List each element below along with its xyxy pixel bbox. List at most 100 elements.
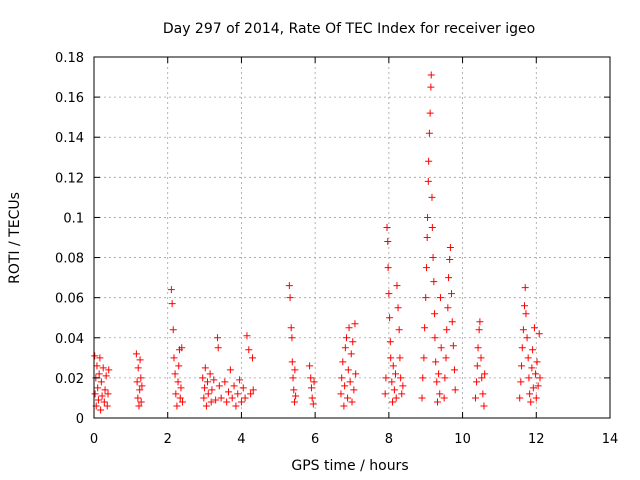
data-point — [533, 358, 541, 366]
data-point — [171, 370, 179, 378]
data-point — [204, 378, 212, 386]
data-point — [215, 382, 223, 390]
data-point — [446, 256, 454, 264]
data-point — [426, 109, 434, 117]
data-point — [534, 382, 542, 390]
data-point — [435, 370, 443, 378]
data-point — [391, 370, 399, 378]
data-point — [337, 390, 345, 398]
data-point — [419, 374, 427, 382]
data-point — [387, 354, 395, 362]
data-point — [93, 362, 101, 370]
data-point — [134, 394, 142, 402]
data-point — [91, 390, 99, 398]
grid — [94, 57, 610, 418]
data-point — [168, 300, 176, 308]
data-point — [230, 382, 238, 390]
data-point — [207, 398, 215, 406]
data-point — [436, 390, 444, 398]
data-point — [536, 374, 544, 382]
data-point — [425, 129, 433, 137]
x-tick-label: 4 — [237, 432, 245, 447]
data-point — [210, 376, 218, 384]
data-point — [289, 374, 297, 382]
data-point — [398, 390, 406, 398]
data-point — [427, 71, 435, 79]
data-point — [94, 396, 102, 404]
data-point — [237, 398, 245, 406]
data-point — [96, 354, 104, 362]
data-point — [173, 402, 181, 410]
data-point — [389, 362, 397, 370]
data-point — [441, 374, 449, 382]
data-point — [213, 334, 221, 342]
data-point — [523, 334, 531, 342]
data-point — [239, 384, 247, 392]
x-tick-label: 10 — [454, 432, 471, 447]
data-point — [170, 354, 178, 362]
data-point — [521, 284, 529, 292]
data-point — [243, 332, 251, 340]
data-point — [383, 223, 391, 231]
data-point — [223, 398, 231, 406]
data-point — [138, 382, 146, 390]
data-point — [395, 326, 403, 334]
data-point — [91, 352, 99, 360]
data-point — [137, 374, 145, 382]
y-tick-label: 0.08 — [55, 252, 84, 267]
data-point — [310, 378, 318, 386]
data-point — [479, 390, 487, 398]
data-point — [346, 378, 354, 386]
data-point — [308, 394, 316, 402]
data-point — [425, 157, 433, 165]
data-point — [394, 304, 402, 312]
data-point — [529, 384, 537, 392]
data-point — [424, 213, 432, 221]
data-point — [338, 374, 346, 382]
data-point — [381, 390, 389, 398]
data-point — [342, 334, 350, 342]
data-point — [245, 346, 253, 354]
data-point — [518, 344, 526, 352]
data-point — [292, 392, 300, 400]
data-point — [427, 83, 435, 91]
data-point — [443, 326, 451, 334]
data-point — [477, 354, 485, 362]
data-point — [169, 326, 177, 334]
data-point — [341, 382, 349, 390]
data-point — [390, 386, 398, 394]
data-point — [385, 290, 393, 298]
y-tick-label: 0.06 — [55, 292, 84, 307]
data-point — [444, 304, 452, 312]
data-point — [344, 366, 352, 374]
data-point — [94, 384, 102, 392]
data-point — [339, 358, 347, 366]
data-point — [524, 354, 532, 362]
y-tick-labels: 0 0.02 0.04 0.06 0.08 0.1 0.12 0.14 0.16 0.18 — [55, 51, 84, 427]
data-point — [473, 378, 481, 386]
data-point — [437, 344, 445, 352]
data-point — [393, 282, 401, 290]
data-point — [247, 390, 255, 398]
data-point — [522, 310, 530, 318]
data-point — [351, 320, 359, 328]
data-point — [429, 254, 437, 262]
data-point — [352, 370, 360, 378]
data-point — [519, 326, 527, 334]
data-point — [291, 398, 299, 406]
data-point — [200, 394, 208, 402]
data-point — [102, 372, 110, 380]
data-point — [98, 392, 106, 400]
data-point — [386, 338, 394, 346]
data-point — [248, 354, 256, 362]
data-point — [132, 350, 140, 358]
data-point — [433, 378, 441, 386]
data-point — [133, 378, 141, 386]
data-point — [347, 350, 355, 358]
data-point — [475, 326, 483, 334]
data-point — [201, 384, 209, 392]
data-point — [226, 366, 234, 374]
data-point — [208, 386, 216, 394]
data-point — [172, 390, 180, 398]
